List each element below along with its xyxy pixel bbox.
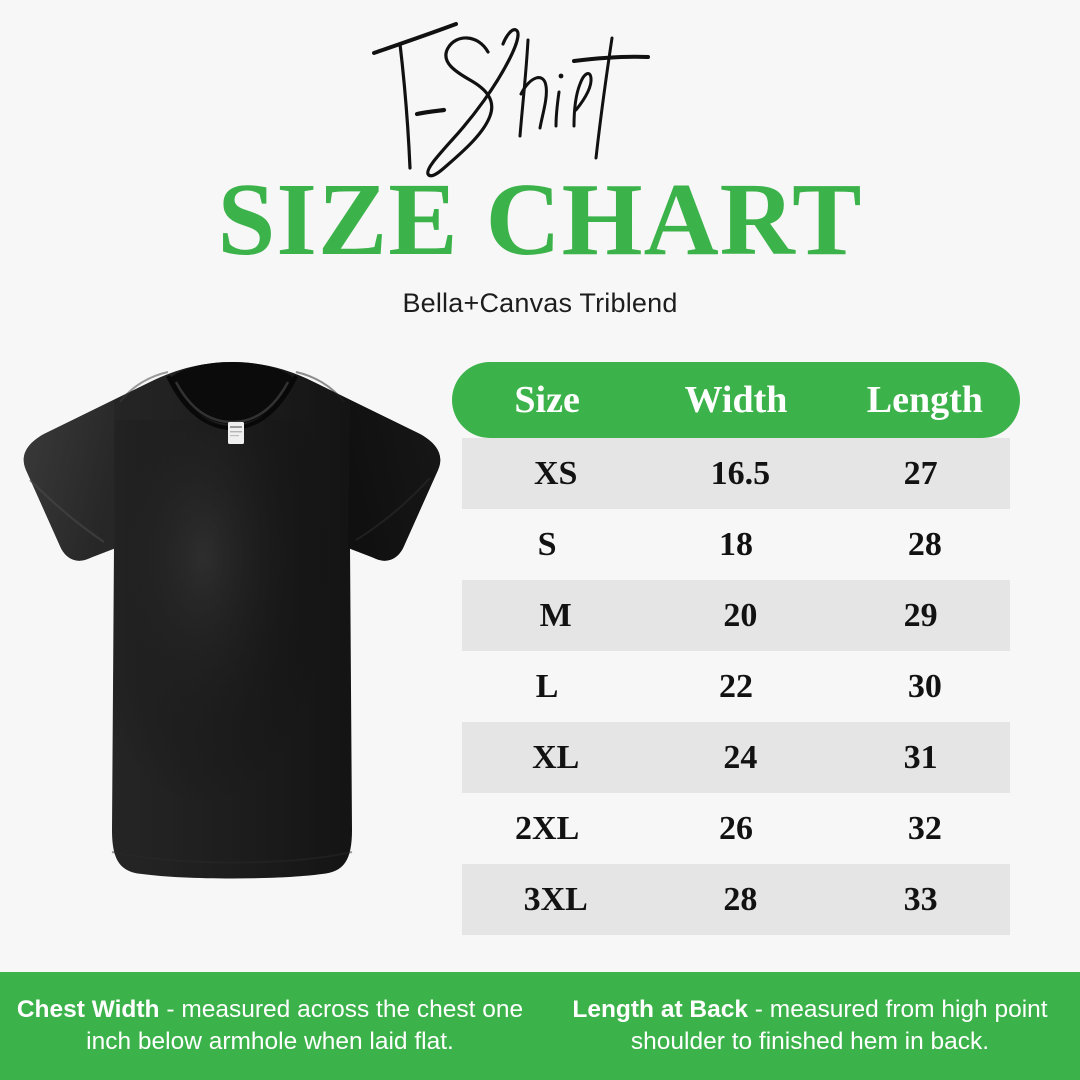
note-chest-width-separator: - — [159, 995, 182, 1023]
cell-length: 31 — [903, 738, 938, 776]
shirt-sleeve-left — [23, 400, 116, 561]
cell-size: XL — [532, 738, 580, 776]
note-length-at-back: Length at Back - measured from high poin… — [540, 994, 1080, 1059]
cell-width: 28 — [723, 880, 758, 918]
note-chest-width-term: Chest Width — [16, 995, 160, 1023]
table-row: S 18 28 — [452, 509, 1020, 580]
cell-width: 20 — [723, 596, 758, 634]
cell-width: 24 — [723, 738, 758, 776]
cell-length: 32 — [907, 809, 942, 847]
cell-length: 29 — [903, 596, 938, 634]
cell-length: 28 — [907, 525, 942, 563]
page-title: SIZE CHART — [217, 162, 863, 277]
product-subtitle: Bella+Canvas Triblend — [402, 288, 678, 318]
table-row: 3XL 28 33 — [462, 864, 1010, 935]
column-header-size: Size — [514, 379, 580, 421]
cell-length: 27 — [903, 454, 938, 492]
cell-width: 22 — [718, 667, 753, 705]
note-length-at-back-term: Length at Back — [572, 995, 748, 1023]
cell-width: 16.5 — [710, 454, 771, 492]
table-header-row: Size Width Length — [452, 362, 1020, 438]
note-chest-width-description: measured across the chest one inch below… — [86, 995, 524, 1055]
cell-size: L — [535, 667, 559, 705]
cell-size: 2XL — [515, 809, 580, 847]
cell-length: 33 — [903, 880, 938, 918]
note-chest-width: Chest Width - measured across the chest … — [0, 994, 540, 1059]
cell-size: XS — [533, 454, 578, 492]
cell-size: 3XL — [523, 880, 588, 918]
table-row: L 22 30 — [452, 651, 1020, 722]
table-row: M 20 29 — [462, 580, 1010, 651]
cell-size: M — [539, 596, 572, 634]
table-row: 2XL 26 32 — [452, 793, 1020, 864]
cell-length: 30 — [907, 667, 942, 705]
shirt-neck-label — [228, 422, 244, 444]
note-length-at-back-description: measured from high point shoulder to fin… — [630, 995, 1048, 1055]
note-length-at-back-separator: - — [748, 995, 770, 1023]
shirt-sleeve-right — [348, 400, 441, 561]
tshirt-product-image — [0, 360, 460, 900]
shirt-collar — [170, 362, 294, 424]
measurement-notes-footer: Chest Width - measured across the chest … — [0, 972, 1080, 1080]
column-header-length: Length — [866, 379, 983, 421]
cell-width: 26 — [718, 809, 753, 847]
column-header-width: Width — [684, 379, 788, 421]
size-chart-table: Size Width Length XS 16.5 27 S 18 28 M 2… — [452, 362, 1020, 935]
cell-size: S — [537, 525, 557, 563]
cell-width: 18 — [718, 525, 753, 563]
table-row: XS 16.5 27 — [462, 438, 1010, 509]
table-row: XL 24 31 — [462, 722, 1010, 793]
